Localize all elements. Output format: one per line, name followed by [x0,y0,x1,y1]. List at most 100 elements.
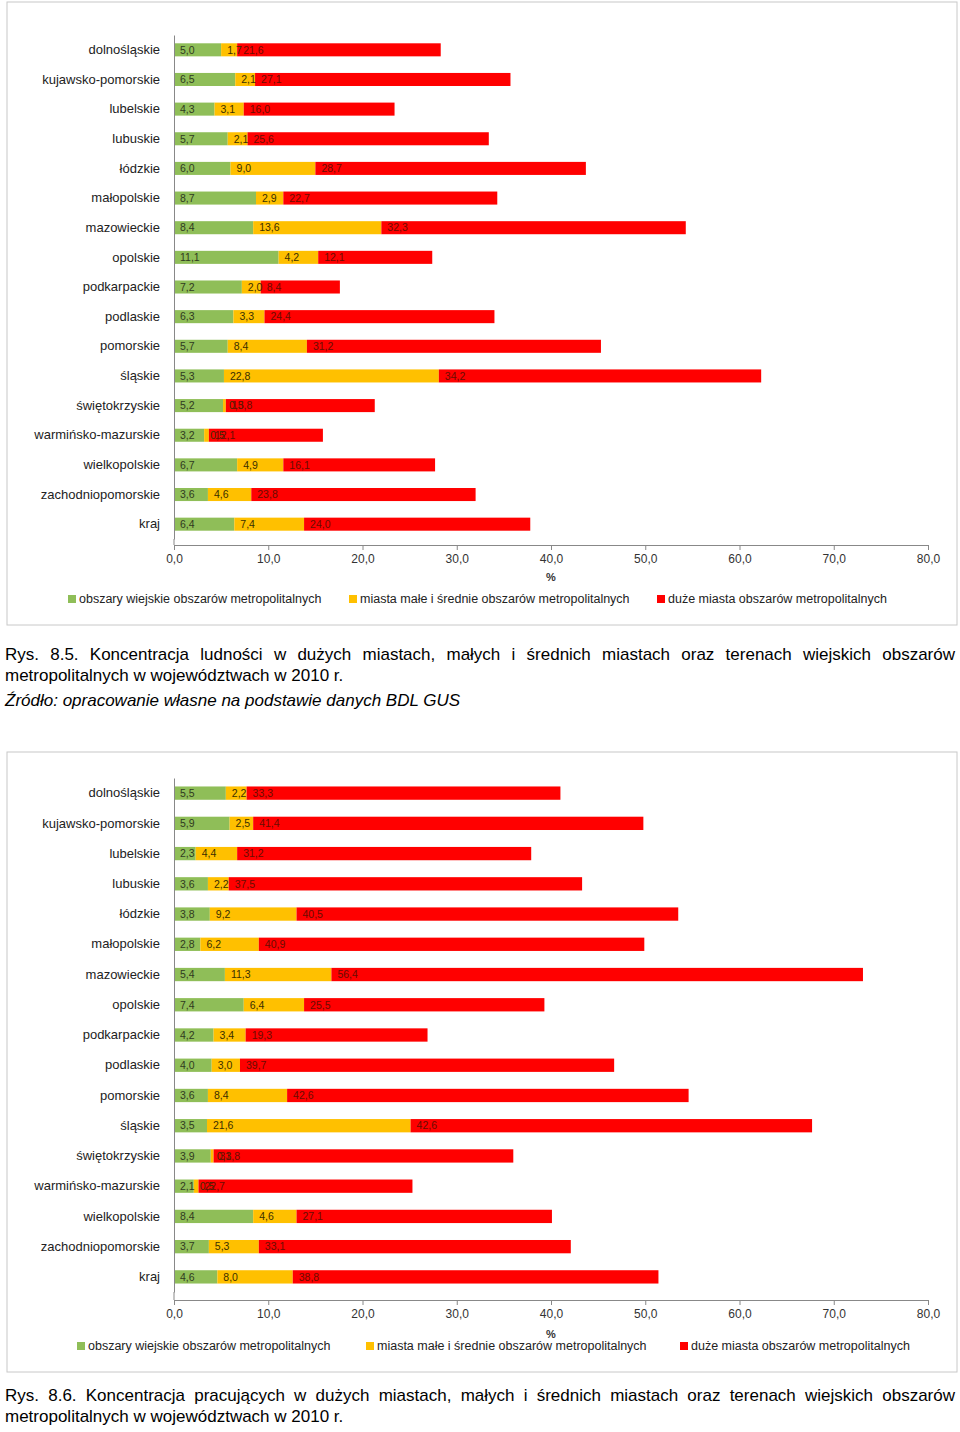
bar-segment [228,340,307,353]
category-label: łódzkie [120,161,160,176]
bar-segment [318,251,432,264]
data-label: 4,6 [214,488,229,500]
x-tick: 40,0 [540,1300,564,1321]
data-label: 5,7 [180,340,195,352]
data-label: 25,5 [310,999,331,1011]
bar-segment [212,1059,240,1072]
category-label: kraj [139,516,160,531]
data-label: 21,6 [243,44,264,56]
data-label: 3,3 [239,310,254,322]
category-label: lubelskie [109,846,160,861]
bar-segment [293,1270,659,1283]
bar-segment [174,817,230,830]
bar-segment [174,221,253,234]
x-tick-mark [834,545,835,550]
x-tick-label: 0,0 [166,552,183,566]
bar-segment [224,369,439,382]
bar-segment [174,847,196,860]
bar-segment [174,907,210,920]
bar-segment [231,162,316,175]
x-tick-mark [834,1300,835,1305]
data-label: 11,3 [231,968,251,980]
data-label: 4,0 [180,1059,195,1071]
data-label: 22,8 [230,370,251,382]
x-tick-mark [268,1300,269,1305]
data-label: 8,4 [214,1089,229,1101]
x-tick-mark [645,1300,646,1305]
x-tick-label: 70,0 [823,1307,847,1321]
bar-segment [174,488,208,501]
x-tick: 10,0 [257,1300,281,1321]
y-axis-line [174,36,175,540]
legend-label: obszary wiejskie obszarów metropolitalny… [88,1339,331,1353]
bar-segment [297,907,679,920]
x-tick: 70,0 [823,1300,847,1321]
y-axis-line-extension [174,539,175,545]
data-label: 27,1 [261,73,282,85]
y-axis-line [174,779,175,1293]
data-label: 16,0 [250,103,271,115]
bar-segment [174,1210,253,1223]
legend-label: miasta małe i średnie obszarów metropoli… [360,592,630,606]
category-label: podkarpackie [83,279,160,294]
category-label: kujawsko-pomorskie [42,816,160,831]
data-label: 16,1 [289,459,310,471]
category-label: śląskie [120,368,160,383]
y-tick: podkarpackie [83,1027,174,1042]
data-label: 4,6 [259,1210,274,1222]
bar-segment [174,192,256,205]
bar-segment [251,488,475,501]
bar-segment [304,518,530,531]
legend: obszary wiejskie obszarów metropolitalny… [68,592,887,606]
data-label: 34,2 [445,370,466,382]
legend-swatch [349,595,357,603]
legend-swatch [366,1342,374,1350]
bar-segment [246,1028,428,1041]
y-tick: lubelskie [109,101,174,116]
x-tick: 20,0 [351,1300,375,1321]
x-tick-label: 50,0 [634,552,658,566]
bar-segment [174,43,221,56]
x-tick-label: 20,0 [351,1307,375,1321]
bar-segment [253,221,381,234]
data-label: 2,1 [241,73,256,85]
x-tick-label: 80,0 [917,1307,941,1321]
data-label: 7,4 [180,999,195,1011]
bar-segment [253,1210,296,1223]
bar-segment [174,103,215,116]
legend-label: duże miasta obszarów metropolitalnych [691,1339,910,1353]
x-tick: 40,0 [540,545,564,566]
category-label: pomorskie [100,338,160,353]
x-tick-label: 10,0 [257,1307,281,1321]
data-label: 6,2 [206,938,221,950]
data-label: 3,8 [180,908,195,920]
data-label: 9,0 [237,162,252,174]
bar-segment [297,1210,552,1223]
y-tick: łódzkie [120,161,174,176]
bar-segment [214,1149,514,1162]
bar-segment [174,162,231,175]
x-tick-mark [363,1300,364,1305]
bar-segment [259,1240,571,1253]
x-tick: 20,0 [351,545,375,566]
x-tick-mark [268,545,269,550]
legend-label: obszary wiejskie obszarów metropolitalny… [79,592,322,606]
legend-label: duże miasta obszarów metropolitalnych [668,592,887,606]
bar-segment [209,429,323,442]
bar-segment [230,817,254,830]
legend-swatch [68,595,76,603]
data-label: 5,4 [180,968,195,980]
x-axis-title: % [546,1328,556,1340]
data-label: 41,4 [259,817,280,829]
data-label: 3,6 [180,1089,195,1101]
data-label: 8,4 [267,281,282,293]
category-label: podlaskie [105,1057,160,1072]
y-tick: podlaskie [105,1057,174,1072]
data-label: 3,4 [220,1029,235,1041]
category-label: dolnośląskie [88,42,160,57]
y-tick: kujawsko-pomorskie [42,72,174,87]
category-label: śląskie [120,1118,160,1133]
data-label: 27,1 [303,1210,324,1222]
y-tick: łódzkie [120,906,174,921]
bar-segment [207,1119,411,1132]
